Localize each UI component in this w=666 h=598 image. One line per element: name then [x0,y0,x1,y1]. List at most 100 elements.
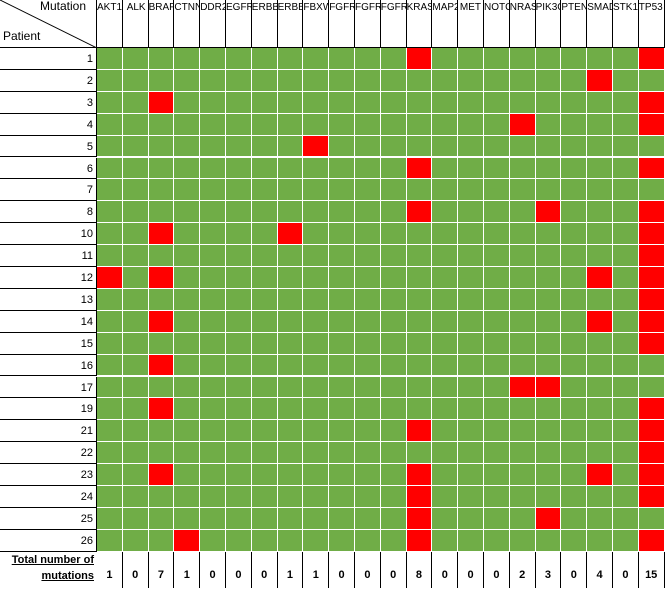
cell-16-nras [509,354,536,377]
cell-23-alk [122,464,149,486]
cell-8-erbb4 [277,201,304,224]
cell-8-fgfr3 [380,201,407,224]
cell-7-stk11 [613,179,639,202]
cell-4-map2k1 [432,113,459,136]
cell-22-smad4 [587,442,613,465]
cell-8-pik3ca [535,201,562,224]
cell-10-ddr2 [200,223,226,246]
cell-5-pten [561,135,588,158]
cell-3-met [458,91,484,114]
cell-1-pik3ca [535,48,562,70]
cell-2-ctnnb1 [174,69,201,92]
cell-7-fgfr3 [380,179,407,202]
cell-2-stk11 [613,69,639,92]
cell-25-map2k1 [432,507,459,530]
cell-8-nras [509,201,536,224]
total-ddr2: 0 [200,551,226,588]
cell-24-nras [509,486,536,508]
cell-22-ctnnb1 [174,442,201,465]
cell-24-stk11 [613,486,639,508]
cell-1-kras [406,48,433,70]
patient-label-13: 13 [0,288,97,311]
cell-17-ctnnb1 [174,376,201,399]
cell-14-egfr [226,310,252,333]
cell-4-tp53 [638,113,665,136]
cell-22-nras [509,442,536,465]
cell-6-stk11 [613,157,639,180]
cell-14-braf [148,310,175,333]
cell-1-notch1 [484,48,510,70]
cell-11-ddr2 [200,245,226,267]
cell-13-pik3ca [535,288,562,311]
total-pik3ca: 3 [536,551,562,588]
cell-24-braf [148,486,175,508]
totals-label: Total number of mutations [0,554,97,583]
cell-13-notch1 [484,288,510,311]
cell-4-nras [509,113,536,136]
cell-23-stk11 [613,464,639,486]
cell-16-fgfr3 [380,354,407,377]
cell-19-pten [561,398,588,421]
cell-26-alk [122,529,149,552]
cell-1-braf [148,48,175,70]
cell-4-erbb2 [251,113,278,136]
cell-23-akt1 [97,464,123,486]
cell-2-nras [509,69,536,92]
cell-2-met [458,69,484,92]
cell-11-fbxw7 [303,245,330,267]
cell-21-stk11 [613,420,639,443]
cell-13-stk11 [613,288,639,311]
cell-25-erbb4 [277,507,304,530]
cell-11-nras [509,245,536,267]
gene-header-ctnnb1: CTNNB1 [174,0,201,48]
cell-16-map2k1 [432,354,459,377]
total-nras: 2 [510,551,536,588]
cell-14-ddr2 [200,310,226,333]
cell-5-ddr2 [200,135,226,158]
cell-7-tp53 [638,179,665,202]
cell-16-akt1 [97,354,123,377]
cell-8-smad4 [587,201,613,224]
gene-header-fgfr2: FGFR2 [355,0,381,48]
cell-16-notch1 [484,354,510,377]
cell-6-fbxw7 [303,157,330,180]
patient-label-1: 1 [0,48,97,70]
cell-16-erbb2 [251,354,278,377]
cell-25-braf [148,507,175,530]
cell-15-egfr [226,332,252,355]
cell-10-akt1 [97,223,123,246]
cell-26-ctnnb1 [174,529,201,552]
cell-1-akt1 [97,48,123,70]
cell-15-met [458,332,484,355]
cell-15-pten [561,332,588,355]
cell-25-pik3ca [535,507,562,530]
cell-23-fgfr2 [355,464,381,486]
cell-13-nras [509,288,536,311]
total-fgfr1: 0 [329,551,355,588]
cell-5-smad4 [587,135,613,158]
cell-26-met [458,529,484,552]
cell-22-fgfr1 [329,442,355,465]
cell-8-map2k1 [432,201,459,224]
cell-22-stk11 [613,442,639,465]
cell-10-nras [509,223,536,246]
cell-26-stk11 [613,529,639,552]
cell-12-kras [406,267,433,289]
cell-14-ctnnb1 [174,310,201,333]
cell-24-fbxw7 [303,486,330,508]
cell-14-met [458,310,484,333]
cell-15-map2k1 [432,332,459,355]
cell-23-kras [406,464,433,486]
cell-23-notch1 [484,464,510,486]
cell-10-stk11 [613,223,639,246]
cell-25-egfr [226,507,252,530]
cell-23-braf [148,464,175,486]
cell-8-stk11 [613,201,639,224]
cell-23-fgfr3 [380,464,407,486]
totals-label-line2: mutations [41,569,94,582]
cell-1-erbb2 [251,48,278,70]
cell-8-fgfr1 [329,201,355,224]
cell-23-nras [509,464,536,486]
cell-21-fgfr1 [329,420,355,443]
totals-label-line1: Total number of [11,553,94,566]
